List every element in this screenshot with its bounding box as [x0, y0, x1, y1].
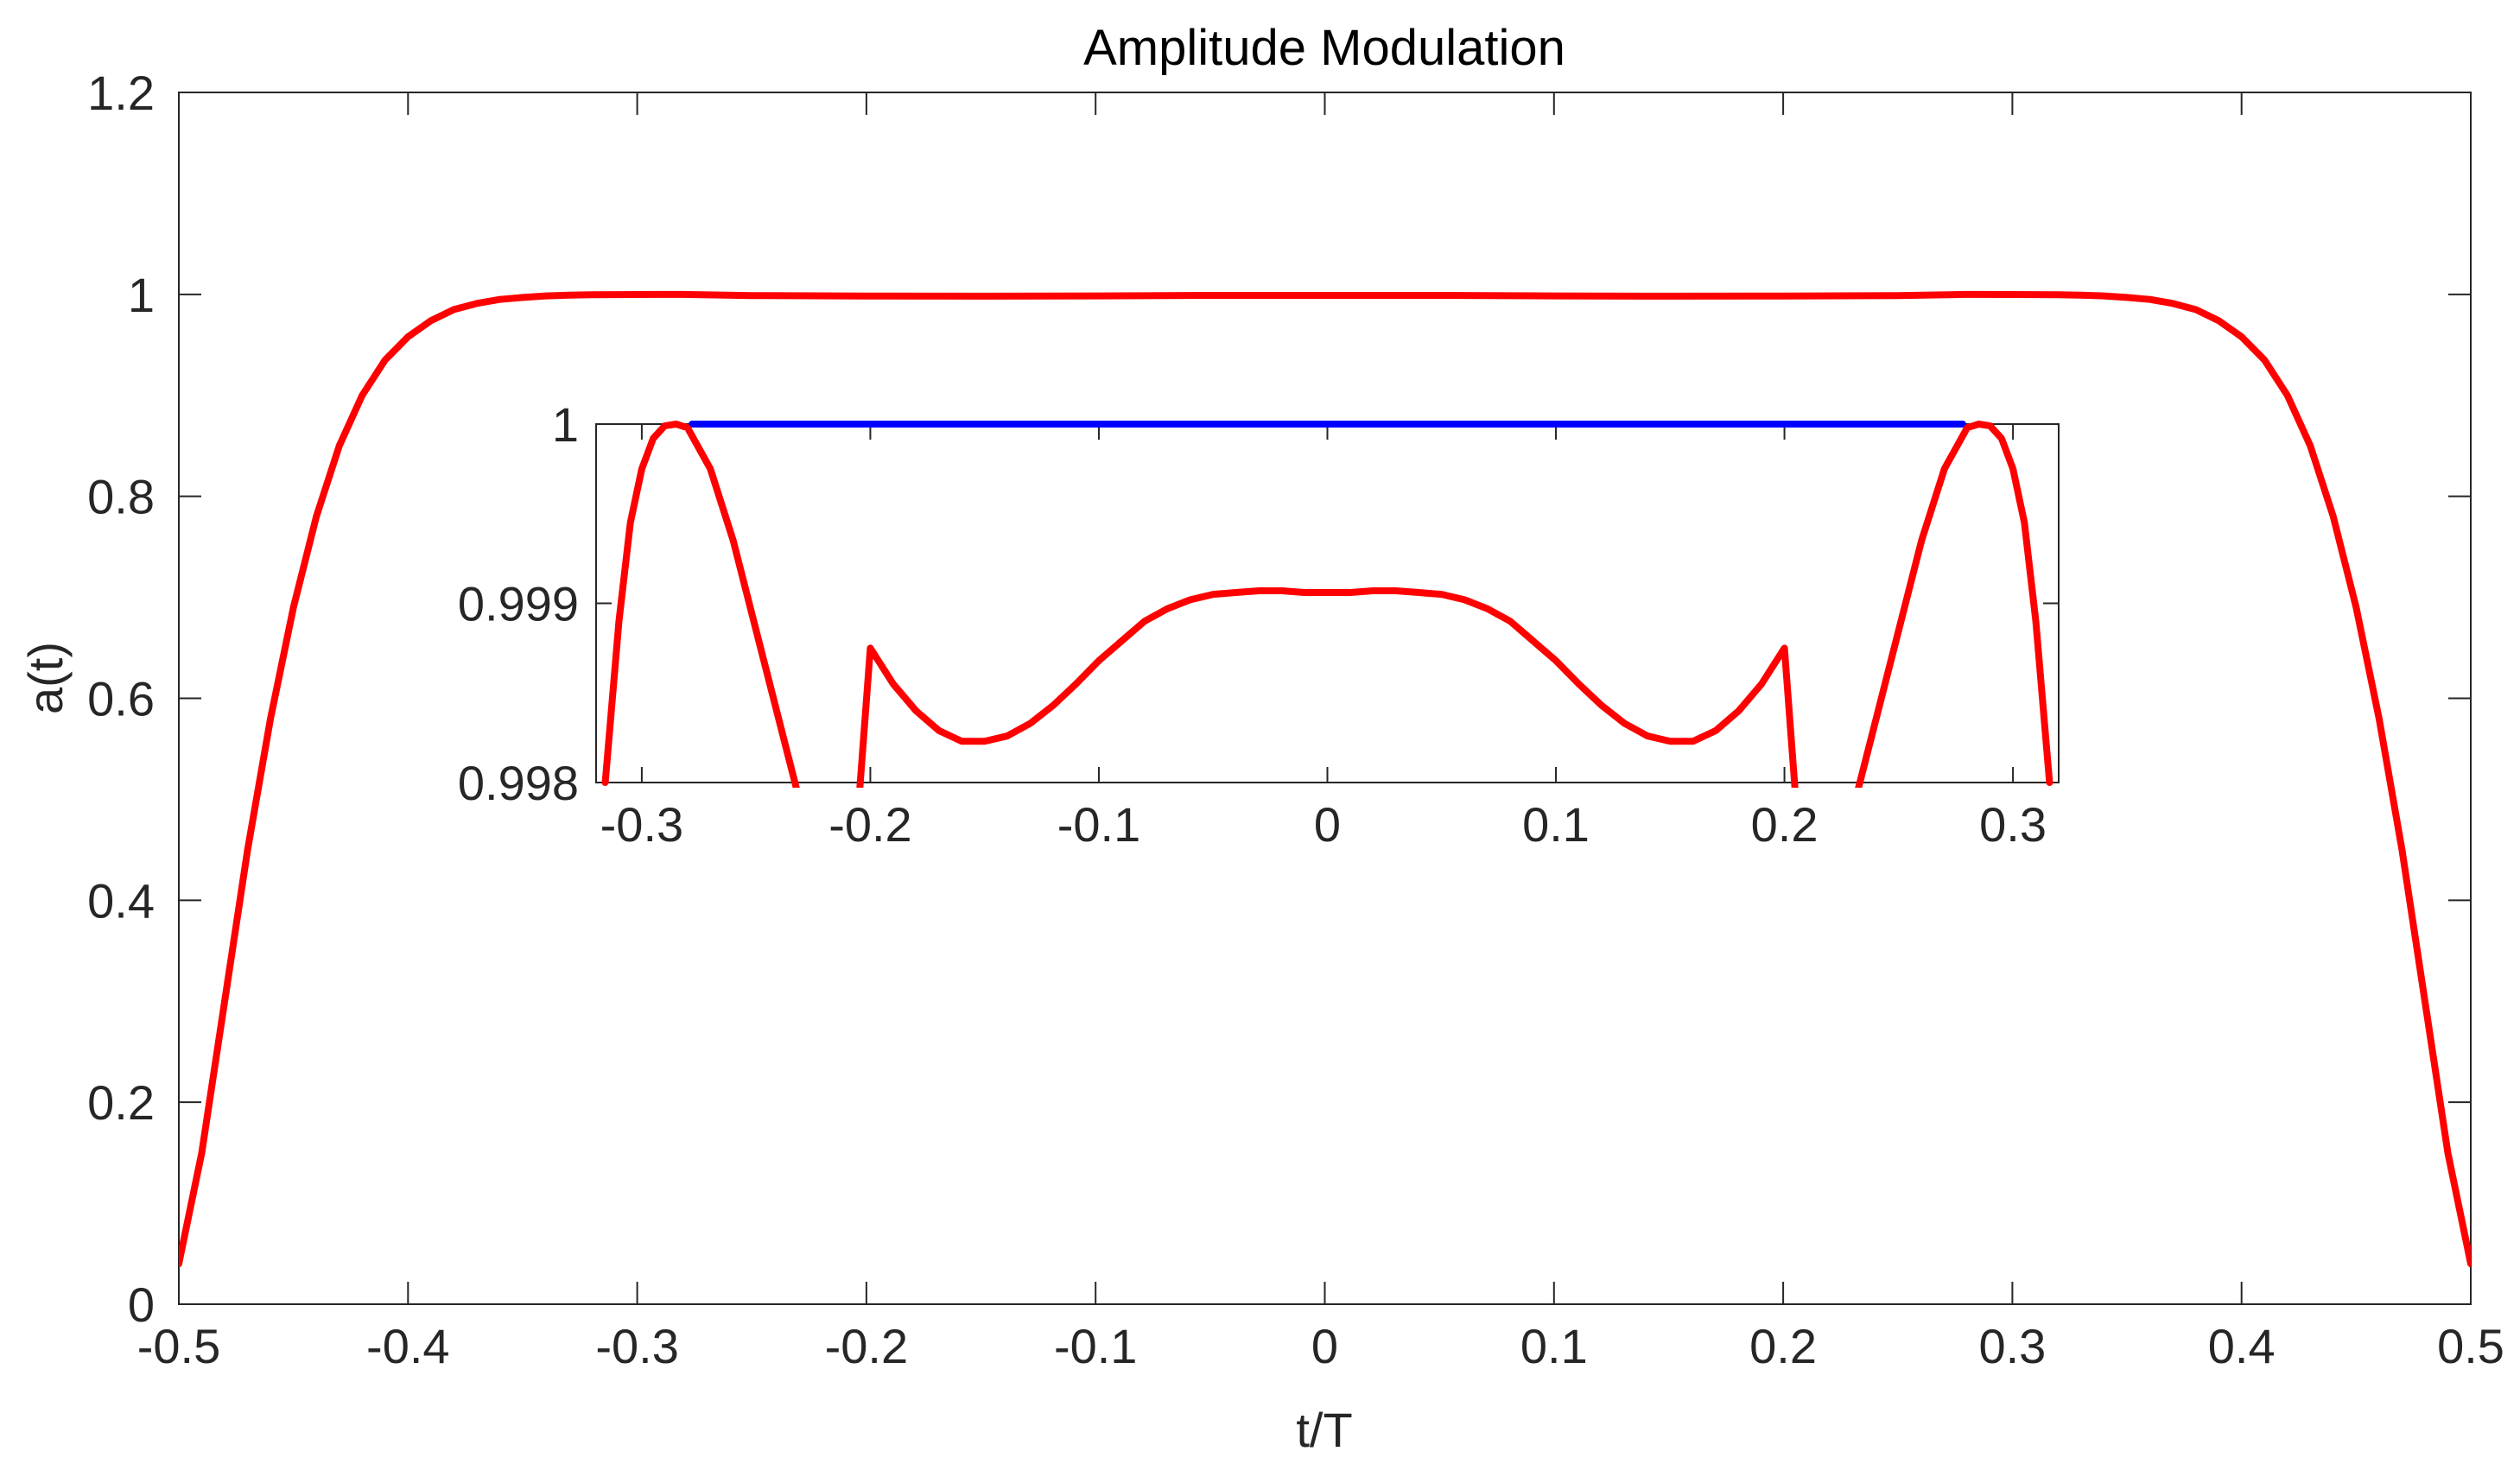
inset-x-tick-label: 0.1	[1522, 797, 1590, 852]
inset-frame	[595, 423, 2060, 783]
inset-x-tick-label: 0.2	[1751, 797, 1819, 852]
inset-plot-area: -0.3 -0.2 -0.1 0 0.1 0.2 0.3 0.998 0.999 1	[458, 397, 2060, 852]
inset-y-tick-label: 1	[552, 397, 579, 452]
main-series-line-0	[179, 290, 2471, 1268]
main-x-tick-label: -0.2	[825, 1319, 909, 1373]
main-y-tick-label: 1.2	[87, 66, 155, 120]
inset-series-line-1	[601, 421, 2053, 788]
main-x-tick-label: 0	[1311, 1319, 1338, 1373]
main-y-tick-label: 0.6	[87, 672, 155, 726]
main-y-tick-label: 0.4	[87, 873, 155, 928]
inset-x-tick-label: -0.2	[828, 797, 912, 852]
main-y-tick-label: 0	[128, 1277, 155, 1332]
main-y-tick-label: 0.8	[87, 470, 155, 524]
main-x-tick-label: 0.3	[1978, 1319, 2046, 1373]
main-x-tick-label: -0.3	[595, 1319, 679, 1373]
inset-x-tick-label: -0.3	[600, 797, 684, 852]
main-x-tick-label: 0.4	[2208, 1319, 2276, 1373]
main-y-tick-label: 1	[128, 268, 155, 322]
x-axis-label: t/T	[1296, 1403, 1352, 1457]
main-x-tick-label: 0.5	[2437, 1319, 2504, 1373]
main-x-tick-label: -0.4	[366, 1319, 450, 1373]
main-y-tick-label: 0.2	[87, 1075, 155, 1130]
chart-title: Amplitude Modulation	[1083, 20, 1565, 76]
inset-x-tick-label: 0.3	[1979, 797, 2047, 852]
inset-y-tick-label: 0.999	[458, 577, 579, 631]
main-x-tick-label: -0.5	[137, 1319, 221, 1373]
inset-y-tick-label: 0.998	[458, 756, 579, 810]
inset-x-tick-label: 0	[1314, 797, 1341, 852]
inset-x-tick-label: -0.1	[1057, 797, 1141, 852]
y-axis-label: a(t)	[18, 642, 73, 714]
main-x-tick-label: 0.2	[1749, 1319, 1817, 1373]
main-x-tick-label: -0.1	[1054, 1319, 1138, 1373]
main-x-tick-label: 0.1	[1520, 1319, 1588, 1373]
